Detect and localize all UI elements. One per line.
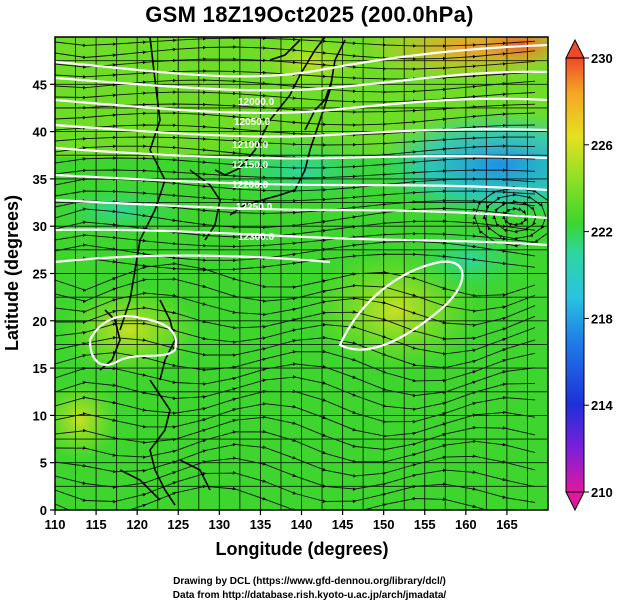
coastlines (99, 37, 346, 506)
svg-text:12200.0: 12200.0 (232, 180, 269, 191)
streamline (55, 123, 536, 137)
svg-text:12250.0: 12250.0 (236, 202, 273, 213)
svg-text:12050.0: 12050.0 (234, 117, 271, 128)
y-tick-label: 10 (33, 408, 47, 423)
wind-streamlines (55, 37, 548, 510)
x-axis-label: Longitude (degrees) (215, 539, 388, 559)
streamline (55, 57, 536, 71)
map-grid (54, 36, 549, 511)
colorbar-tick-label: 230 (591, 51, 613, 66)
x-tick-label: 125 (167, 517, 189, 532)
y-tick-label: 20 (33, 314, 47, 329)
y-tick-label: 45 (33, 77, 47, 92)
x-tick-label: 135 (250, 517, 272, 532)
y-tick-label: 40 (33, 125, 47, 140)
x-axis-ticks: 110 115 120 125 130 135 140 145 150 155 160 165 (45, 510, 518, 532)
x-tick-label: 155 (414, 517, 436, 532)
credit-data: Data from http://database.rish.kyoto-u.a… (172, 590, 447, 601)
streamline (472, 185, 548, 248)
y-tick-label: 0 (40, 503, 47, 518)
y-tick-label: 35 (33, 172, 47, 187)
x-tick-label: 140 (291, 517, 313, 532)
x-tick-label: 120 (126, 517, 148, 532)
colorbar-tick-label: 210 (591, 485, 613, 500)
x-tick-label: 165 (496, 517, 518, 532)
streamline (55, 156, 536, 170)
x-tick-label: 150 (373, 517, 395, 532)
y-axis-label: Latitude (degrees) (2, 195, 22, 351)
streamline (55, 90, 536, 104)
colorbar-scale (565, 57, 585, 493)
map-title: GSM 18Z19Oct2025 (200.0hPa) (145, 2, 474, 27)
colorbar-ticks: 230 226 222 218 214 210 (584, 51, 613, 500)
svg-text:12300.0: 12300.0 (238, 232, 275, 243)
colorbar-bottom-arrow (565, 491, 585, 512)
colorbar: 230 226 222 218 214 210 (565, 38, 613, 512)
y-tick-label: 25 (33, 267, 47, 282)
colorbar-tick-label: 214 (591, 398, 613, 413)
svg-text:12000.0: 12000.0 (238, 97, 275, 108)
x-tick-label: 115 (86, 517, 107, 532)
colorbar-tick-label: 222 (591, 225, 613, 240)
contour-labels: 12000.0 12050.0 12100.0 12150.0 12200.0 … (232, 97, 275, 243)
svg-text:12100.0: 12100.0 (232, 140, 269, 151)
y-tick-label: 5 (40, 456, 47, 471)
x-tick-label: 110 (45, 517, 66, 532)
credit-drawing: Drawing by DCL (https://www.gfd-dennou.o… (173, 576, 446, 587)
x-tick-label: 130 (208, 517, 230, 532)
streamline (55, 484, 507, 510)
height-contours (55, 43, 548, 366)
y-axis-ticks: 0 5 10 15 20 25 30 35 40 45 (33, 77, 55, 518)
y-tick-label: 30 (33, 219, 47, 234)
svg-text:12150.0: 12150.0 (232, 160, 269, 171)
x-tick-label: 160 (455, 517, 477, 532)
x-tick-label: 145 (332, 517, 354, 532)
streamline (55, 102, 536, 114)
streamline (55, 111, 536, 127)
colorbar-top-arrow (565, 38, 585, 59)
y-tick-label: 15 (33, 361, 47, 376)
colorbar-tick-label: 226 (591, 138, 613, 153)
colorbar-tick-label: 218 (591, 311, 613, 326)
